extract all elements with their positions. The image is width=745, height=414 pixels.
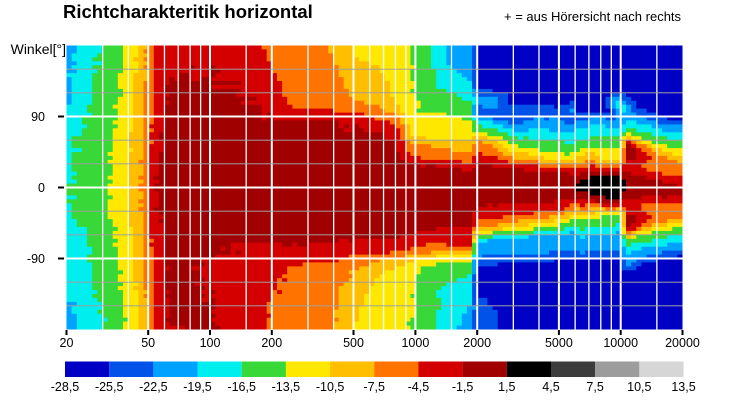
svg-text:10000: 10000 [603,336,638,350]
svg-text:-13,5: -13,5 [272,380,301,394]
svg-text:-25,5: -25,5 [95,380,124,394]
svg-text:2000: 2000 [463,336,491,350]
svg-text:10,5: 10,5 [627,380,651,394]
svg-text:4,5: 4,5 [542,380,559,394]
svg-text:-28,5: -28,5 [51,380,80,394]
svg-text:-7,5: -7,5 [363,380,385,394]
svg-text:-22,5: -22,5 [139,380,168,394]
svg-text:20: 20 [60,336,74,350]
svg-text:-4,5: -4,5 [408,380,430,394]
svg-text:1000: 1000 [401,336,429,350]
svg-text:1,5: 1,5 [498,380,515,394]
svg-text:90: 90 [31,110,45,124]
svg-text:-90: -90 [27,252,45,266]
svg-text:200: 200 [261,336,282,350]
svg-text:-16,5: -16,5 [227,380,256,394]
svg-text:-10,5: -10,5 [316,380,345,394]
svg-text:Winkel[°]: Winkel[°] [11,41,66,57]
svg-text:Richtcharakteritik horizontal: Richtcharakteritik horizontal [63,1,313,22]
svg-text:13,5: 13,5 [671,380,695,394]
svg-text:20000: 20000 [665,336,700,350]
svg-text:-1,5: -1,5 [452,380,474,394]
svg-text:0: 0 [38,181,45,195]
svg-text:500: 500 [343,336,364,350]
svg-text:+ = aus Hörersicht nach rechts: + = aus Hörersicht nach rechts [504,9,682,24]
svg-text:7,5: 7,5 [586,380,603,394]
svg-text:5000: 5000 [545,336,573,350]
svg-text:-19,5: -19,5 [183,380,212,394]
svg-text:50: 50 [141,336,155,350]
svg-text:100: 100 [200,336,221,350]
